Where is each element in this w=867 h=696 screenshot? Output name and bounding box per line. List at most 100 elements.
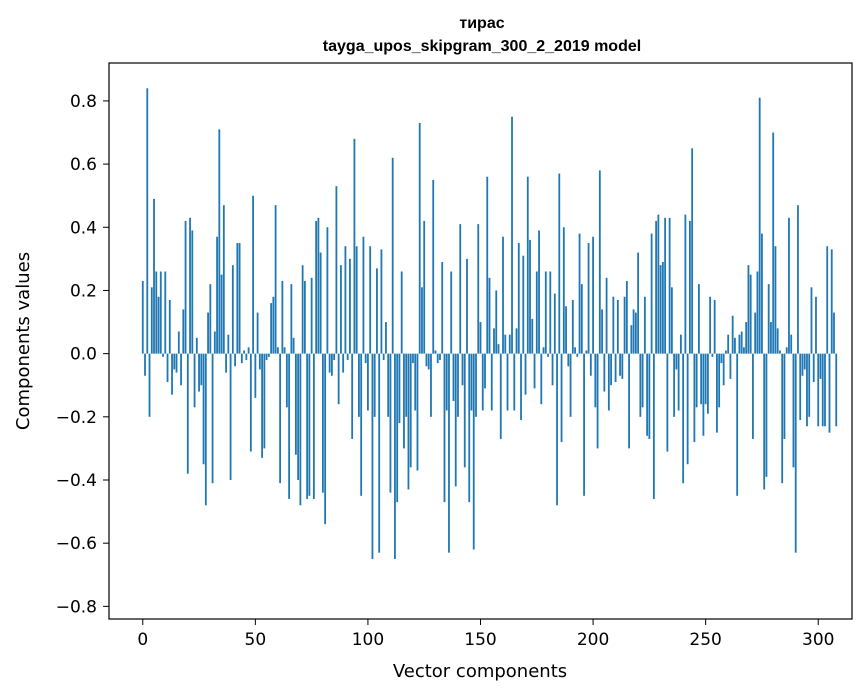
- bar-133: [441, 262, 444, 354]
- bar-171: [526, 176, 529, 354]
- bar-166: [515, 328, 518, 354]
- bar-71: [301, 265, 304, 354]
- bar-29: [207, 312, 209, 354]
- bar-146: [470, 353, 473, 411]
- bar-125: [423, 220, 426, 354]
- bar-242: [686, 353, 689, 465]
- bar-21: [189, 217, 191, 354]
- bar-256: [718, 353, 721, 408]
- bar-254: [713, 299, 716, 354]
- y-tick-label: −0.6: [56, 534, 97, 554]
- bar-49: [252, 195, 254, 354]
- x-tick-label: 150: [464, 630, 496, 650]
- bar-260: [727, 334, 730, 354]
- bar-191: [571, 299, 574, 354]
- bar-156: [493, 328, 495, 354]
- bar-103: [373, 353, 376, 417]
- bar-248: [700, 353, 703, 405]
- bar-114: [398, 353, 401, 424]
- bar-200: [592, 236, 594, 354]
- y-tick-label: 0.4: [70, 218, 97, 238]
- bar-143: [463, 353, 466, 468]
- bar-213: [621, 353, 624, 379]
- bar-59: [274, 205, 277, 354]
- bar-201: [594, 353, 597, 408]
- bar-205: [603, 353, 606, 392]
- bar-280: [772, 132, 775, 354]
- bar-7: [157, 296, 160, 354]
- bar-231: [661, 262, 664, 354]
- bar-0: [141, 280, 144, 354]
- bar-94: [353, 138, 356, 354]
- y-tick-label: −0.4: [56, 471, 97, 491]
- bar-303: [824, 353, 826, 427]
- bar-148: [475, 353, 477, 417]
- bar-175: [535, 271, 538, 354]
- bar-2: [146, 88, 149, 354]
- bar-41: [234, 353, 236, 367]
- bar-251: [707, 353, 709, 414]
- bar-91: [346, 353, 349, 360]
- bar-223: [643, 296, 646, 354]
- bar-211: [616, 299, 619, 354]
- bar-117: [405, 353, 408, 417]
- bar-286: [785, 347, 788, 354]
- bar-14: [173, 353, 176, 370]
- bar-15: [175, 353, 178, 373]
- bar-30: [209, 284, 212, 354]
- bar-157: [495, 290, 498, 354]
- bar-190: [569, 353, 572, 417]
- y-axis-label: Components values: [13, 252, 34, 430]
- bar-38: [227, 334, 230, 354]
- x-tick-label: 250: [689, 630, 721, 650]
- bar-39: [229, 353, 232, 480]
- bar-298: [812, 353, 815, 383]
- bar-291: [797, 205, 799, 354]
- bar-268: [745, 322, 748, 354]
- bar-98: [362, 236, 365, 354]
- bar-159: [499, 353, 502, 439]
- x-tick-label: 50: [245, 630, 267, 650]
- y-tick-label: −0.2: [56, 408, 97, 428]
- bar-173: [531, 318, 534, 354]
- bar-176: [538, 230, 540, 354]
- bar-149: [477, 224, 480, 354]
- bar-219: [634, 312, 637, 354]
- bar-281: [774, 246, 777, 354]
- x-tick-label: 200: [577, 630, 609, 650]
- bar-34: [218, 129, 221, 354]
- bar-257: [720, 353, 723, 364]
- bar-266: [740, 331, 743, 354]
- bar-110: [389, 353, 392, 493]
- bar-184: [556, 353, 558, 506]
- bar-75: [310, 277, 313, 354]
- x-tick-label: 0: [137, 630, 148, 650]
- bar-27: [202, 353, 205, 465]
- bar-130: [434, 350, 437, 354]
- bar-62: [281, 280, 284, 354]
- bar-47: [247, 347, 250, 354]
- bar-153: [486, 176, 489, 354]
- bar-198: [587, 243, 590, 354]
- bar-137: [450, 271, 453, 354]
- bar-78: [317, 217, 320, 354]
- bar-282: [776, 328, 779, 354]
- bar-100: [367, 353, 369, 411]
- bar-245: [693, 353, 696, 443]
- bar-292: [799, 353, 802, 420]
- bar-170: [524, 353, 527, 395]
- bar-101: [369, 246, 372, 354]
- bar-216: [628, 353, 630, 449]
- bar-252: [709, 296, 712, 354]
- y-tick-label: 0.0: [70, 345, 97, 365]
- bar-295: [806, 353, 808, 427]
- bar-253: [711, 353, 714, 357]
- bar-263: [734, 337, 736, 354]
- bar-182: [551, 353, 554, 386]
- bar-11: [166, 353, 169, 383]
- bar-232: [664, 217, 667, 354]
- bar-134: [443, 353, 446, 503]
- bar-299: [815, 296, 817, 354]
- bar-267: [743, 347, 745, 354]
- bar-181: [549, 271, 552, 354]
